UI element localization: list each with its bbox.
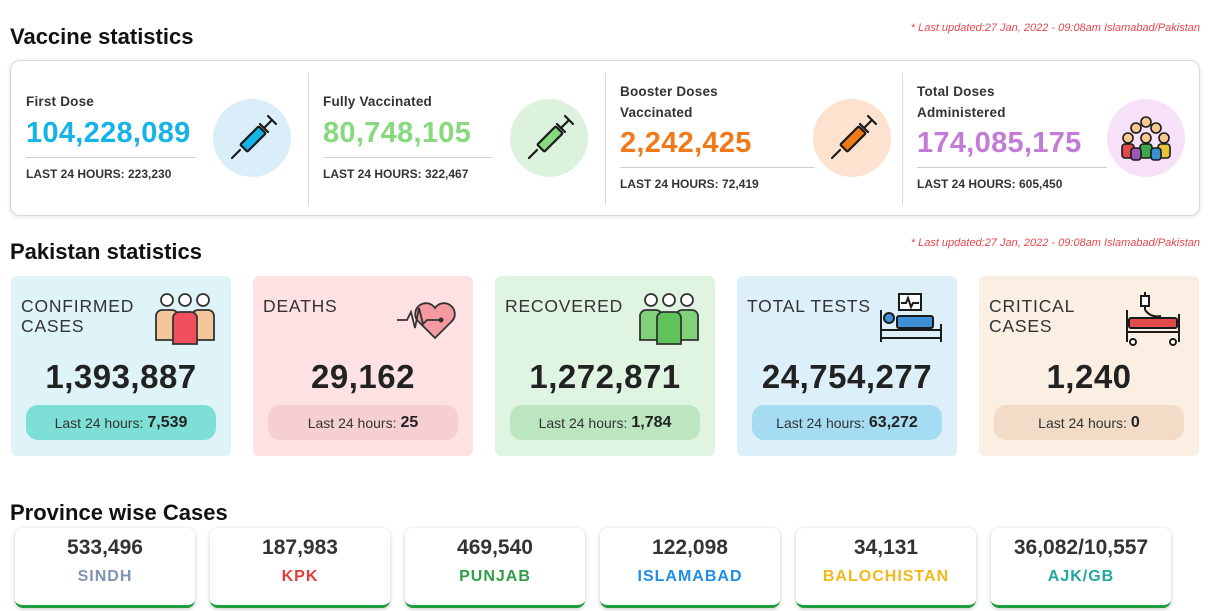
heartbeat-icon: [395, 290, 459, 346]
province-name: AJK/GB: [1047, 568, 1115, 585]
vaccine-label-line2: Vaccinated: [620, 105, 693, 120]
province-name: SINDH: [77, 568, 133, 585]
vaccine-value: 104,228,089: [26, 117, 191, 149]
people-icon: [153, 290, 217, 346]
province-value: 36,082/10,557: [1013, 536, 1149, 559]
vaccine-label: Total Doses: [917, 84, 995, 99]
vaccine-label-line2: Administered: [917, 105, 1006, 120]
pill-text: Last 24 hours:: [776, 414, 865, 431]
total-tests-card: TOTAL TESTS 24,754,277 Last 24 hours: 63…: [737, 276, 957, 456]
vaccine-divider-line: [620, 167, 815, 168]
vaccine-booster-doses: Booster Doses Vaccinated 2,242,425 LAST …: [605, 61, 902, 217]
stat-label: DEATHS: [263, 296, 338, 316]
critical-cases-card: CRITICAL CASES 1,240 Last 24 hours: 0: [979, 276, 1199, 456]
icu-bed-icon: [1121, 290, 1185, 346]
vaccine-last-24h: LAST 24 HOURS: 322,467: [323, 167, 469, 181]
stat-last-24h-pill: Last 24 hours: 63,272: [752, 405, 942, 440]
province-card-sindh[interactable]: 533,496 SINDH: [15, 528, 195, 608]
pill-value: 25: [400, 413, 419, 431]
province-card-punjab[interactable]: 469,540 PUNJAB: [405, 528, 585, 608]
province-name: BALOCHISTAN: [822, 568, 950, 585]
stat-label: RECOVERED: [505, 296, 624, 316]
stat-last-24h-pill: Last 24 hours: 7,539: [26, 405, 216, 440]
pill-text: Last 24 hours:: [1038, 414, 1127, 431]
pill-value: 1,784: [631, 413, 672, 431]
pill-text: Last 24 hours:: [307, 414, 397, 431]
vaccine-label: Booster Doses: [620, 84, 718, 99]
province-value: 469,540: [457, 536, 533, 559]
vaccine-last-24h: LAST 24 HOURS: 605,450: [917, 177, 1063, 191]
vaccine-value: 2,242,425: [620, 127, 752, 159]
stat-value: 1,272,871: [529, 358, 681, 395]
stat-last-24h-pill: Last 24 hours: 25: [268, 405, 458, 440]
province-name: KPK: [281, 568, 319, 585]
province-value: 34,131: [853, 536, 919, 559]
vaccine-fully-vaccinated: Fully Vaccinated 80,748,105 LAST 24 HOUR…: [308, 61, 605, 217]
stat-value: 24,754,277: [761, 358, 933, 395]
stat-last-24h-pill: Last 24 hours: 0: [994, 405, 1184, 440]
vaccine-divider-line: [917, 167, 1107, 168]
vaccine-value: 174,085,175: [917, 127, 1082, 159]
vaccine-last-24h: LAST 24 HOURS: 72,419: [620, 177, 759, 191]
pill-value: 0: [1130, 413, 1140, 431]
vaccine-label: Fully Vaccinated: [323, 94, 432, 109]
pakistan-last-updated: * Last updated:27 Jan, 2022 - 09:08am Is…: [910, 237, 1200, 249]
province-value: 122,098: [652, 536, 728, 559]
vaccine-last-updated: * Last updated:27 Jan, 2022 - 09:08am Is…: [910, 22, 1200, 34]
vaccine-first-dose: First Dose 104,228,089 LAST 24 HOURS: 22…: [11, 61, 308, 217]
vaccine-column-divider: [308, 73, 309, 205]
vaccine-value: 80,748,105: [323, 117, 472, 149]
recovered-people-icon: [637, 290, 701, 346]
vaccine-section-title: Vaccine statistics: [10, 24, 194, 49]
stat-value: 1,240: [1046, 358, 1132, 395]
vaccine-divider-line: [26, 157, 196, 158]
pill-text: Last 24 hours:: [538, 414, 628, 431]
recovered-card: RECOVERED 1,272,871 Last 24 hours: 1,784: [495, 276, 715, 456]
stat-label: CONFIRMED CASES: [21, 296, 135, 336]
vaccine-panel: First Dose 104,228,089 LAST 24 HOURS: 22…: [10, 60, 1200, 216]
deaths-card: DEATHS 29,162 Last 24 hours: 25: [253, 276, 473, 456]
stat-label: TOTAL TESTS: [747, 296, 871, 316]
pill-text: Last 24 hours:: [54, 414, 144, 431]
province-value: 533,496: [67, 536, 143, 559]
stat-label: CRITICAL CASES: [989, 296, 1075, 336]
confirmed-cases-card: CONFIRMED CASES 1,393,887 Last 24 hours:…: [11, 276, 231, 456]
province-card-kpk[interactable]: 187,983 KPK: [210, 528, 390, 608]
vaccine-total-doses: Total Doses Administered 174,085,175 LAS…: [902, 61, 1199, 217]
syringe-icon: [213, 99, 291, 177]
crowd-icon: [1107, 99, 1185, 177]
hospital-bed-icon: [879, 290, 943, 346]
stat-value: 29,162: [311, 358, 415, 395]
province-section-title: Province wise Cases: [10, 500, 228, 525]
province-name: ISLAMABAD: [637, 568, 743, 585]
vaccine-label: First Dose: [26, 94, 95, 109]
syringe-icon: [510, 99, 588, 177]
province-name: PUNJAB: [459, 568, 531, 585]
pill-value: 63,272: [868, 413, 918, 431]
vaccine-column-divider: [605, 73, 606, 205]
vaccine-last-24h: LAST 24 HOURS: 223,230: [26, 167, 172, 181]
province-value: 187,983: [262, 536, 338, 559]
stat-last-24h-pill: Last 24 hours: 1,784: [510, 405, 700, 440]
province-card-balochistan[interactable]: 34,131 BALOCHISTAN: [796, 528, 976, 608]
vaccine-column-divider: [902, 73, 903, 205]
province-card-islamabad[interactable]: 122,098 ISLAMABAD: [600, 528, 780, 608]
province-card-ajk-gb[interactable]: 36,082/10,557 AJK/GB: [991, 528, 1171, 608]
stat-value: 1,393,887: [45, 358, 197, 395]
vaccine-divider-line: [323, 157, 493, 158]
pakistan-section-title: Pakistan statistics: [10, 239, 202, 264]
pill-value: 7,539: [147, 413, 188, 431]
syringe-icon: [813, 99, 891, 177]
